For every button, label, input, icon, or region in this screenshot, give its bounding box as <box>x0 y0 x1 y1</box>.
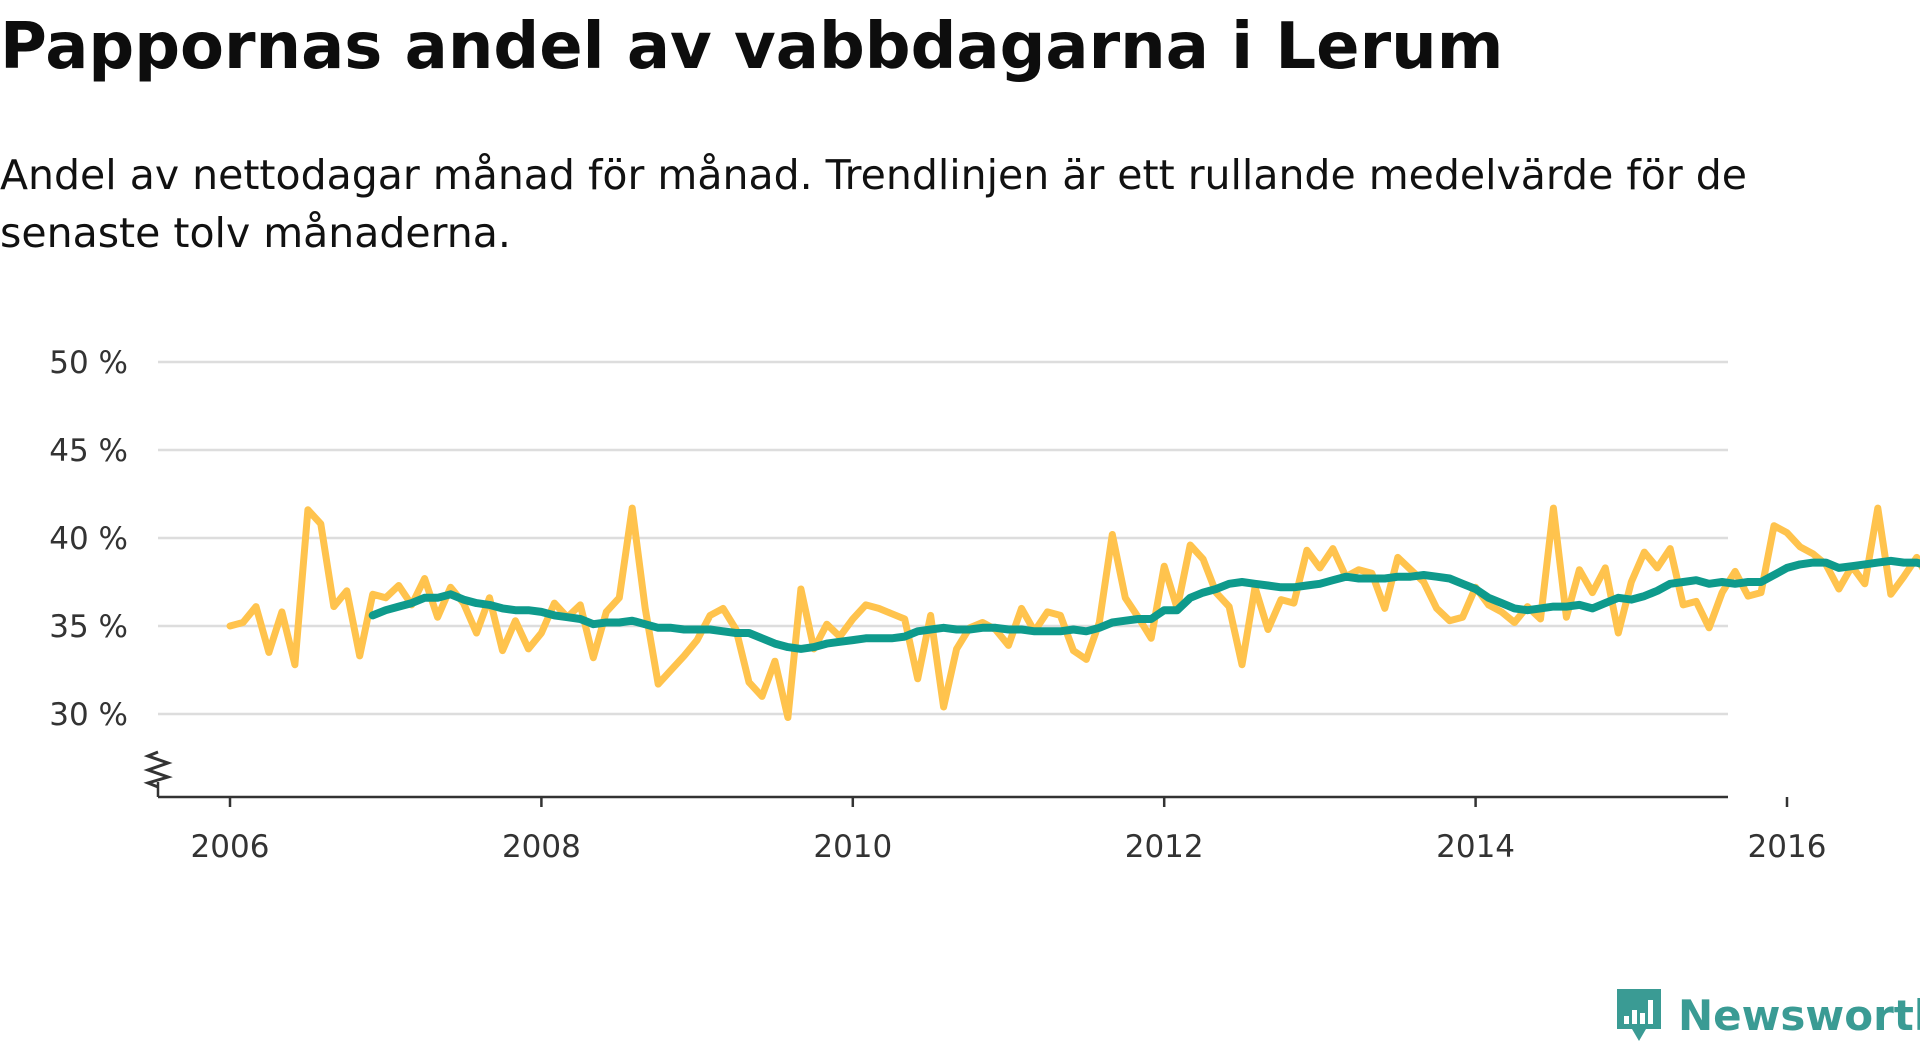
y-tick-label: 35 % <box>49 609 128 645</box>
grid-lines <box>158 360 1728 716</box>
chart-title: Pappornas andel av vabbdagarna i Lerum <box>0 10 1504 84</box>
x-tick-label: 2006 <box>191 829 270 865</box>
y-tick-label: 30 % <box>49 697 128 733</box>
axes <box>143 750 1728 799</box>
newsworthy-logo: Newsworthy <box>1614 985 1920 1045</box>
x-tick-label: 2014 <box>1436 829 1515 865</box>
line-chart: 30 % 35 % 40 % 45 % 50 % 2006 2008 2010 2012 201… <box>49 345 1920 865</box>
chart-subtitle: Andel av nettodagar månad för månad. Tre… <box>0 151 1747 257</box>
x-tick-label: 2008 <box>502 829 581 865</box>
y-tick-label: 45 % <box>49 433 128 469</box>
brand-name: Newsworthy <box>1678 990 1920 1040</box>
x-tick-label: 2016 <box>1748 829 1827 865</box>
x-axis-tick-labels: 2006200820102012201420162018202020222024 <box>191 797 1827 865</box>
y-tick-label: 50 % <box>49 345 128 381</box>
chart-bars-icon <box>1617 989 1661 1041</box>
x-tick-label: 2012 <box>1125 829 1204 865</box>
monthly-line <box>226 504 1920 721</box>
y-axis-tick-labels: 30 % 35 % 40 % 45 % 50 % <box>49 345 128 733</box>
y-tick-label: 40 % <box>49 521 128 557</box>
axis-break-mark <box>143 750 173 789</box>
trend-line <box>368 556 1920 653</box>
x-tick-label: 2010 <box>813 829 892 865</box>
series-lines <box>226 504 1920 721</box>
